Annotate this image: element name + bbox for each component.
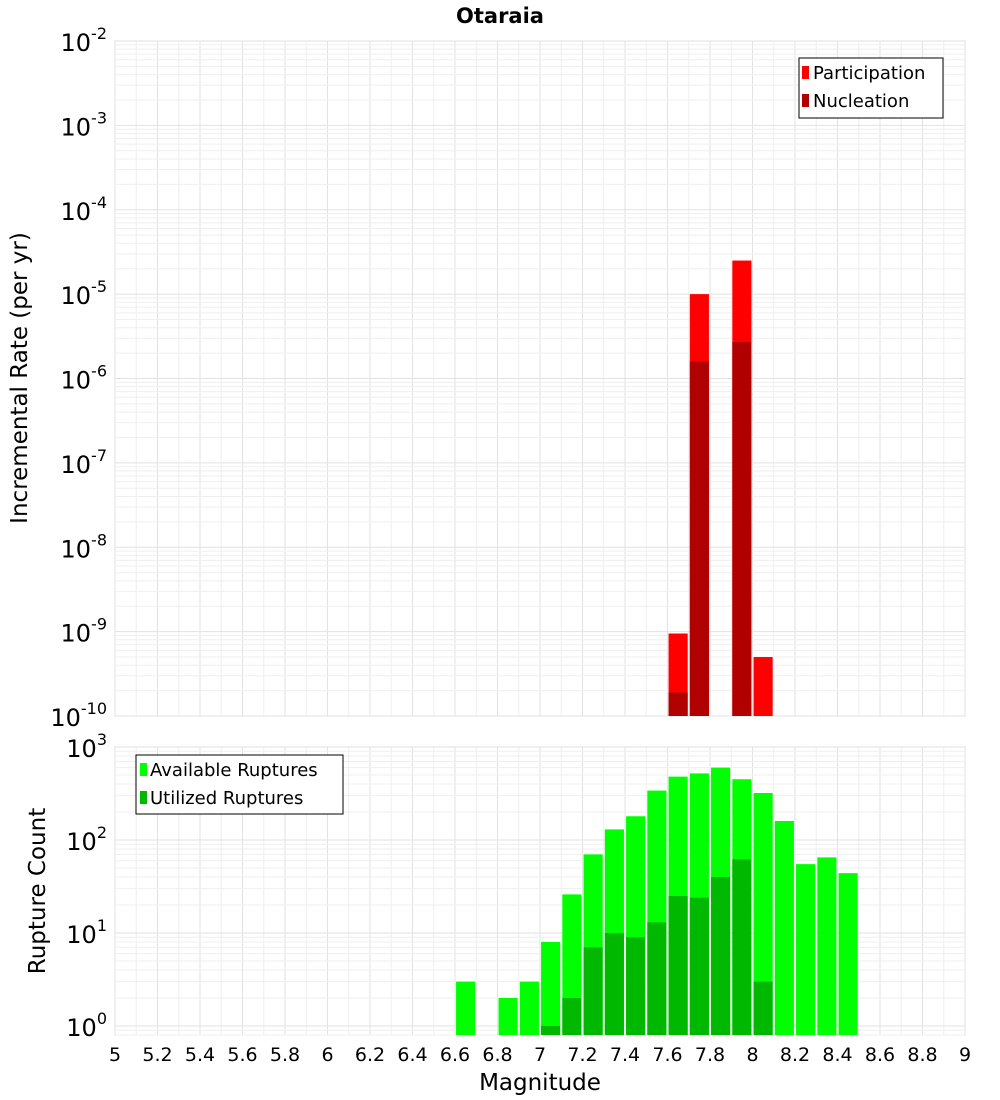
bottom-bar-utilized-ruptures [711,877,731,1035]
bottom-panel: 100 101 102 103 5 5.2 5.4 5.6 5.8 6 6.2 6.4 6.6 6.8 7… [25,730,971,1096]
top-bar-participation [753,657,773,716]
y-tick-label: 102 [66,823,107,856]
y-tick-label: 10-6 [61,362,108,395]
top-bars [668,260,773,716]
y-tick-label: 10-4 [61,193,108,226]
bottom-bar-available-ruptures [838,873,858,1035]
legend-swatch-nucleation [802,94,809,107]
x-tick-label: 7.2 [567,1044,597,1066]
bottom-bar-available-ruptures [753,793,773,1035]
x-tick-label: 5.4 [185,1044,215,1066]
legend-label-utilized-ruptures: Utilized Ruptures [150,788,303,809]
bottom-bar-utilized-ruptures [541,1025,561,1035]
bottom-y-tick-labels: 100 101 102 103 [66,730,107,1042]
x-tick-label: 8.6 [865,1044,895,1066]
bottom-bar-utilized-ruptures [647,922,667,1035]
legend-swatch-utilized-ruptures [140,791,147,804]
y-tick-label: 10-8 [61,530,108,563]
x-tick-label: 5.8 [270,1044,300,1066]
bottom-y-axis-label: Rupture Count [25,808,51,974]
x-tick-label: 6.4 [397,1044,427,1066]
top-y-tick-labels: 10-10 10-9 10-8 10-7 10-6 10-5 10-4 10-3 10-2 [50,24,107,732]
x-tick-label: 6.6 [440,1044,470,1066]
legend-label-participation: Participation [813,63,925,84]
x-tick-label: 7.8 [695,1044,725,1066]
bottom-bar-available-ruptures [774,821,794,1035]
x-tick-label: 5 [109,1044,121,1066]
legend-label-available-ruptures: Available Ruptures [150,760,318,781]
chart-title: Otaraia [456,4,544,28]
bottom-legend: Available Ruptures Utilized Ruptures [135,754,344,815]
top-legend-box [798,57,944,119]
bottom-bar-available-ruptures [796,864,816,1035]
y-tick-label: 10-2 [61,24,108,57]
y-tick-label: 10-9 [61,615,108,648]
legend-swatch-available-ruptures [140,763,147,776]
bottom-legend-box [135,754,344,815]
x-tick-label: 5.2 [142,1044,172,1066]
x-tick-label: 7.4 [610,1044,640,1066]
bottom-bar-utilized-ruptures [732,859,752,1035]
x-tick-label: 8.8 [907,1044,937,1066]
bottom-bar-utilized-ruptures [668,895,688,1035]
x-tick-label: 8.2 [780,1044,810,1066]
bottom-bar-available-ruptures [519,981,539,1035]
y-tick-label: 10-5 [61,277,108,310]
y-tick-label: 101 [66,916,107,949]
legend-swatch-participation [802,66,809,79]
bottom-bar-utilized-ruptures [562,997,582,1035]
top-gridlines [114,40,966,717]
top-panel: 10-10 10-9 10-8 10-7 10-6 10-5 10-4 10-3 10-2 In… [7,24,966,732]
bottom-bar-available-ruptures [456,981,476,1035]
top-bar-nucleation [668,692,688,716]
x-tick-label: 7 [534,1044,546,1066]
bottom-bar-utilized-ruptures [583,947,603,1035]
bottom-bars [456,767,858,1035]
x-tick-label: 6.8 [482,1044,512,1066]
bottom-bar-utilized-ruptures [753,981,773,1035]
y-tick-label: 100 [66,1009,107,1042]
x-tick-labels: 5 5.2 5.4 5.6 5.8 6 6.2 6.4 6.6 6.8 7 7.2 7.4 7.6 7.8 8… [109,1044,971,1066]
bottom-bar-available-ruptures [498,997,518,1035]
top-bar-nucleation [732,342,752,716]
x-tick-label: 9 [959,1044,971,1066]
bottom-bar-utilized-ruptures [604,932,624,1035]
bottom-bar-available-ruptures [541,942,561,1035]
x-tick-label: 6 [321,1044,333,1066]
y-tick-label: 10-7 [61,446,108,479]
bottom-bar-utilized-ruptures [689,897,709,1035]
x-axis-label: Magnitude [479,1070,601,1096]
x-tick-label: 8.4 [822,1044,852,1066]
x-tick-label: 7.6 [652,1044,682,1066]
top-bar-nucleation [689,361,709,716]
y-tick-label: 10-10 [50,699,107,732]
x-tick-label: 5.6 [227,1044,257,1066]
x-tick-label: 8 [746,1044,758,1066]
x-tick-label: 6.2 [355,1044,385,1066]
top-legend: Participation Nucleation [798,57,944,119]
top-y-axis-label: Incremental Rate (per yr) [7,232,33,524]
y-tick-label: 10-3 [61,108,108,141]
bottom-bar-available-ruptures [817,857,837,1035]
y-tick-label: 103 [66,730,107,763]
legend-label-nucleation: Nucleation [813,91,909,112]
bottom-bar-utilized-ruptures [626,937,646,1035]
